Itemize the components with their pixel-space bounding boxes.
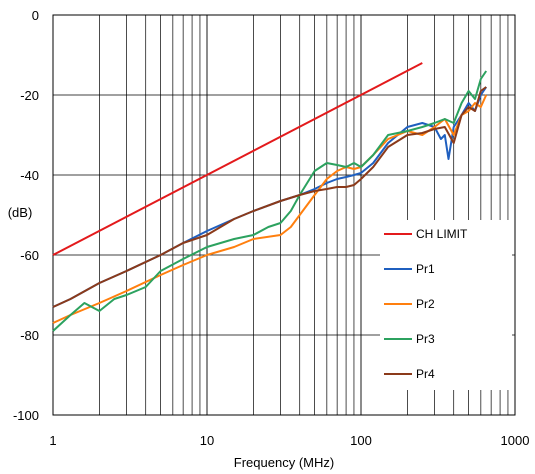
- series-line-ch-limit: [52, 62, 423, 256]
- y-tick-label: -20: [20, 88, 39, 103]
- plot-border: [52, 14, 516, 416]
- x-tick-label: 10: [200, 433, 214, 448]
- series-line-pr3: [52, 70, 488, 332]
- y-tick-label: 0: [32, 8, 39, 23]
- ticks: 1 10 100 1000 0 -20 -40 -60 -80 -100: [13, 8, 529, 448]
- x-tick-label: 1000: [501, 433, 530, 448]
- x-tick-label: 1: [49, 433, 56, 448]
- y-tick-label: -100: [13, 408, 39, 423]
- y-axis-label: (dB): [8, 205, 33, 220]
- legend-label: Pr2: [416, 297, 435, 311]
- y-tick-label: -40: [20, 168, 39, 183]
- series-lines: [52, 62, 488, 332]
- series-line-pr2: [52, 94, 488, 324]
- legend: CH LIMIT Pr1 Pr2 Pr3 Pr4: [384, 227, 468, 381]
- series-line-pr4: [52, 86, 487, 308]
- legend-label: Pr3: [416, 332, 435, 346]
- legend-label: Pr4: [416, 367, 435, 381]
- y-tick-label: -60: [20, 248, 39, 263]
- legend-label: Pr1: [416, 262, 435, 276]
- x-axis-label: Frequency (MHz): [234, 455, 334, 470]
- x-tick-label: 100: [350, 433, 372, 448]
- y-tick-label: -80: [20, 328, 39, 343]
- legend-label: CH LIMIT: [416, 227, 468, 241]
